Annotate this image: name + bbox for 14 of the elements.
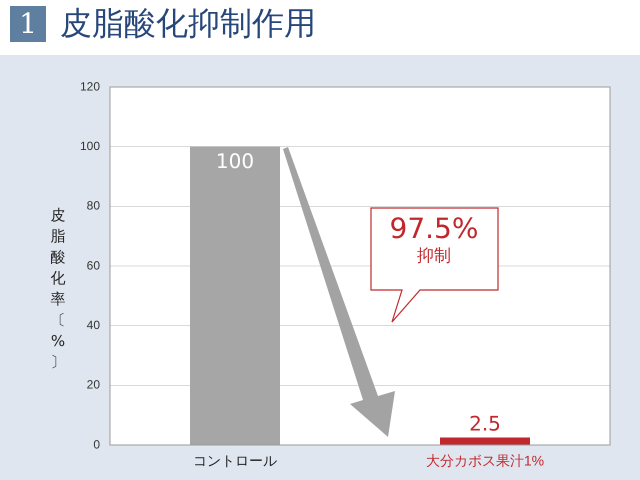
y-tick-label: 40 [86, 318, 100, 332]
y-axis-title: 皮脂酸化率〔%〕 [50, 205, 66, 373]
annotation: 97.5% 抑制 [388, 212, 480, 266]
y-tick-label: 20 [86, 378, 100, 392]
y-tick-label: 100 [80, 138, 100, 153]
x-tick-label: コントロール [193, 452, 277, 468]
x-tick-label: 大分カボス果汁1% [426, 452, 544, 468]
y-tick-label: 80 [86, 198, 100, 213]
y-tick-label: 120 [80, 79, 100, 94]
data-label: 100 [216, 148, 254, 173]
chart-title: 1 皮脂酸化抑制作用 [18, 3, 316, 44]
data-label: 2.5 [469, 412, 501, 436]
y-tick-label: 0 [93, 437, 100, 452]
y-tick-label: 60 [86, 258, 100, 272]
